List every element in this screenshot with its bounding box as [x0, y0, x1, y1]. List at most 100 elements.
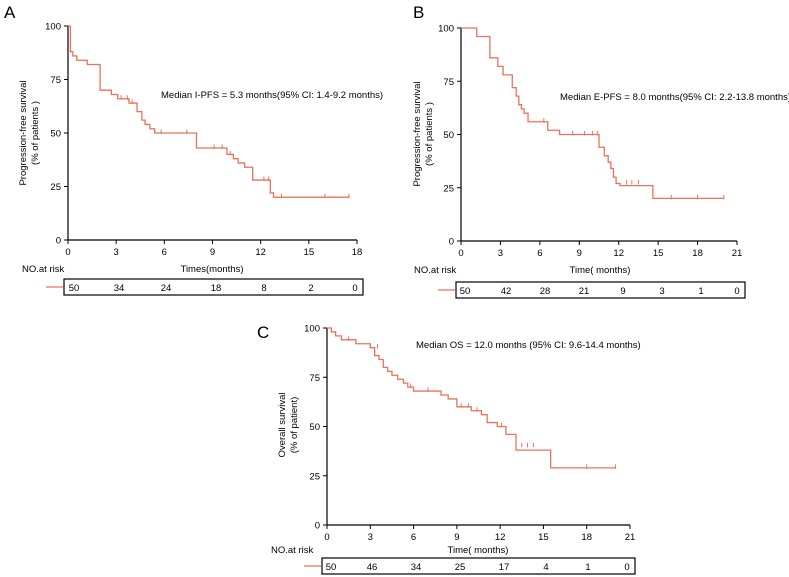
plot-a-y-tick-label: 75	[50, 75, 61, 86]
plot-a-x-tick-label: 0	[65, 247, 70, 258]
plot-c-ticks: 0 3 6 9 12 15 18 21 0 25 50 75 100	[304, 324, 635, 544]
risk-b-value: 42	[501, 286, 512, 297]
risk-table-c-box	[321, 557, 636, 575]
plot-c-y-tick-label: 25	[309, 471, 320, 482]
panel-b-letter: B	[413, 3, 424, 22]
risk-a-value: 2	[308, 283, 313, 294]
plot-b-ylabel-line1: Progression-free survival	[412, 81, 423, 186]
plot-c-ylabel-line1: Overall survival	[277, 393, 288, 458]
plot-a-km-curve	[68, 25, 349, 198]
plot-c-xlabel: Time( months)	[448, 545, 509, 556]
risk-table-b-label: NO.at risk	[414, 265, 456, 276]
plot-a-median-annotation: Median I-PFS = 5.3 months(95% CI: 1.4-9.…	[161, 90, 383, 101]
plot-c-x-tick-label: 12	[495, 532, 506, 543]
plot-a-x-tick-label: 6	[162, 247, 167, 258]
risk-a-value: 24	[161, 283, 172, 294]
plot-c-x-tick-label: 15	[538, 532, 549, 543]
plot-b: 0 3 6 9 12 15 18 21 0 25 50 75 100 Median E-PFS = 8.…	[412, 24, 789, 277]
plot-b-y-tick-label: 25	[443, 183, 454, 194]
risk-b-value: 28	[540, 286, 551, 297]
plot-c-x-tick-label: 3	[368, 532, 373, 543]
plot-a-censor-marks	[120, 95, 350, 199]
plot-b-x-tick-label: 9	[577, 248, 582, 259]
panel-c: C 0 3 6 9 12 15 18 21 0 25 50 75 100 Median OS = 12.…	[257, 323, 641, 575]
plot-a-x-tick-label: 12	[255, 247, 266, 258]
plot-b-x-tick-label: 18	[692, 248, 703, 259]
plot-a-x-tick-label: 15	[304, 247, 315, 258]
plot-b-xlabel: Time( months)	[570, 265, 631, 276]
plot-b-x-tick-label: 15	[653, 248, 664, 259]
plot-a-ylabel-line2: (% of patients )	[30, 101, 41, 165]
plot-c-median-annotation: Median OS = 12.0 months (95% CI: 9.6-14.…	[416, 340, 641, 351]
plot-c-x-tick-label: 6	[411, 532, 416, 543]
risk-table-a-label: NO.at risk	[22, 264, 64, 275]
plot-a-y-tick-label: 25	[50, 182, 61, 193]
plot-c-x-tick-label: 0	[324, 532, 329, 543]
risk-b-value: 0	[734, 286, 739, 297]
plot-b-y-tick-label: 75	[443, 77, 454, 88]
plot-b-x-tick-label: 6	[537, 248, 542, 259]
risk-a-value: 34	[114, 283, 125, 294]
risk-a-value: 50	[69, 283, 80, 294]
plot-c-ylabel-line2: (% of patient)	[289, 397, 300, 454]
plot-a-xlabel: Times(months)	[181, 264, 244, 275]
risk-c-value: 0	[624, 562, 629, 573]
plot-a-ylabel-line1: Progression-free survival	[18, 80, 29, 185]
plot-a-x-tick-label: 18	[352, 247, 363, 258]
plot-a-y-tick-label: 100	[45, 22, 61, 33]
plot-b-median-annotation: Median E-PFS = 8.0 months(95% CI: 2.2-13…	[560, 92, 789, 103]
panel-c-letter: C	[257, 323, 269, 342]
plot-b-y-tick-label: 50	[443, 130, 454, 141]
risk-table-b-box	[455, 281, 746, 299]
plot-b-x-tick-label: 12	[613, 248, 624, 259]
risk-c-value: 4	[543, 562, 548, 573]
plot-b-x-tick-label: 21	[732, 248, 743, 259]
risk-b-value: 21	[579, 286, 590, 297]
plot-c-x-tick-label: 9	[454, 532, 459, 543]
panel-a: A 0 3 6 9 12 15 18 0 25 50 75 100 Median I-PFS = 5.…	[4, 3, 383, 296]
panel-b: B 0 3 6 9 12 15 18 21 0 25 50 75 100 Median E-PFS = …	[412, 3, 789, 299]
plot-b-y-tick-label: 0	[449, 237, 454, 248]
risk-b-value: 1	[698, 286, 703, 297]
risk-a-value: 18	[211, 283, 222, 294]
risk-c-value: 34	[411, 562, 422, 573]
plot-c-y-tick-label: 100	[304, 324, 320, 335]
risk-b-value: 50	[460, 286, 471, 297]
risk-c-value: 50	[326, 562, 337, 573]
risk-a-value: 8	[261, 283, 266, 294]
risk-table-c: NO.at risk 50 46 34 25 17 4 1 0	[271, 545, 636, 575]
plot-c: 0 3 6 9 12 15 18 21 0 25 50 75 100 Median OS = 12.0 …	[277, 324, 641, 557]
panel-a-letter: A	[4, 3, 16, 22]
plot-b-x-tick-label: 0	[458, 248, 463, 259]
plot-b-censor-marks	[543, 118, 725, 200]
plot-b-x-tick-label: 3	[498, 248, 503, 259]
plot-a-y-tick-label: 50	[50, 129, 61, 140]
plot-c-y-tick-label: 75	[309, 373, 320, 384]
risk-c-value: 1	[585, 562, 590, 573]
plot-a: 0 3 6 9 12 15 18 0 25 50 75 100 Median I-PFS = 5.3 …	[18, 22, 383, 276]
risk-c-value: 25	[455, 562, 466, 573]
plot-b-km-curve	[461, 27, 724, 200]
risk-table-a: NO.at risk 50 34 24 18 8 2 0	[22, 264, 364, 296]
plot-b-y-tick-label: 100	[438, 24, 454, 35]
plot-a-x-tick-label: 9	[210, 247, 215, 258]
plot-c-x-tick-label: 18	[581, 532, 592, 543]
risk-c-value: 46	[367, 562, 378, 573]
risk-table-a-box	[63, 278, 364, 296]
plot-c-censor-marks	[348, 336, 617, 469]
plot-b-ticks: 0 3 6 9 12 15 18 21 0 25 50 75 100	[438, 24, 742, 260]
plot-c-y-tick-label: 0	[315, 521, 320, 532]
risk-c-value: 17	[499, 562, 510, 573]
plot-c-km-curve	[327, 327, 616, 469]
plot-c-x-tick-label: 21	[625, 532, 636, 543]
risk-table-c-label: NO.at risk	[271, 545, 313, 556]
risk-table-b: NO.at risk 50 42 28 21 9 3 1 0	[414, 265, 746, 299]
plot-a-ticks: 0 3 6 9 12 15 18 0 25 50 75 100	[45, 22, 362, 259]
plot-c-y-tick-label: 50	[309, 422, 320, 433]
risk-b-value: 9	[620, 286, 625, 297]
plot-a-y-tick-label: 0	[56, 236, 61, 247]
risk-b-value: 3	[659, 286, 664, 297]
plot-b-ylabel-line2: (% of patients )	[424, 102, 435, 166]
plot-a-x-tick-label: 3	[114, 247, 119, 258]
